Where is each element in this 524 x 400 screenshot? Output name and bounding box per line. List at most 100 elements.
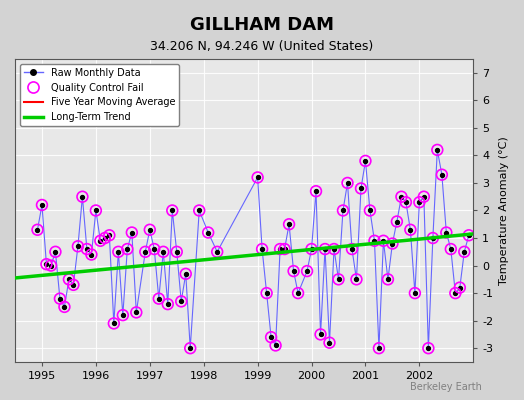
Point xyxy=(343,180,352,186)
Point xyxy=(60,304,69,310)
Point xyxy=(384,276,392,282)
Point xyxy=(420,194,428,200)
Point xyxy=(146,226,154,233)
Point xyxy=(60,304,69,310)
Point xyxy=(271,342,280,349)
Point xyxy=(132,309,140,316)
Point xyxy=(177,298,185,304)
Point xyxy=(276,246,285,252)
Point xyxy=(442,229,451,236)
Point xyxy=(379,238,388,244)
Point xyxy=(141,249,149,255)
Point xyxy=(42,261,51,267)
Point xyxy=(159,249,168,255)
Point xyxy=(397,194,406,200)
Point xyxy=(330,246,338,252)
Point xyxy=(128,229,136,236)
Point xyxy=(415,199,423,206)
Point xyxy=(451,290,460,296)
Point xyxy=(424,345,433,352)
Point xyxy=(397,194,406,200)
Point xyxy=(163,301,172,307)
Point xyxy=(56,296,64,302)
Point xyxy=(429,235,437,241)
Point xyxy=(357,185,365,192)
Point xyxy=(105,232,114,238)
Point xyxy=(74,243,82,250)
Point xyxy=(83,246,91,252)
Point xyxy=(308,246,316,252)
Point xyxy=(285,221,293,228)
Point xyxy=(96,238,105,244)
Point xyxy=(204,229,212,236)
Point xyxy=(195,207,203,214)
Point xyxy=(438,172,446,178)
Point xyxy=(118,312,127,318)
Point xyxy=(47,262,55,269)
Point xyxy=(446,246,455,252)
Point xyxy=(271,342,280,349)
Point xyxy=(429,235,437,241)
Point xyxy=(267,334,275,340)
Point xyxy=(92,207,100,214)
Point xyxy=(303,268,311,274)
Point xyxy=(87,251,95,258)
Point xyxy=(465,232,473,238)
Point xyxy=(352,276,361,282)
Point xyxy=(411,290,419,296)
Point xyxy=(34,226,42,233)
Point xyxy=(406,226,414,233)
Point xyxy=(289,268,298,274)
Point xyxy=(352,276,361,282)
Point xyxy=(361,158,369,164)
Point xyxy=(460,249,468,255)
Point xyxy=(375,345,383,352)
Point xyxy=(361,158,369,164)
Point xyxy=(366,207,374,214)
Point xyxy=(128,229,136,236)
Point xyxy=(172,249,181,255)
Point xyxy=(168,207,177,214)
Point xyxy=(168,207,177,214)
Point xyxy=(74,243,82,250)
Point xyxy=(339,207,347,214)
Point xyxy=(424,345,433,352)
Point xyxy=(110,320,118,327)
Point xyxy=(213,249,221,255)
Point xyxy=(258,246,266,252)
Point xyxy=(343,180,352,186)
Point xyxy=(141,249,149,255)
Point xyxy=(312,188,320,194)
Text: 34.206 N, 94.246 W (United States): 34.206 N, 94.246 W (United States) xyxy=(150,40,374,53)
Point xyxy=(38,202,46,208)
Point xyxy=(348,246,356,252)
Point xyxy=(92,207,100,214)
Point xyxy=(150,246,158,252)
Point xyxy=(186,345,194,352)
Point xyxy=(181,271,190,277)
Point xyxy=(334,276,343,282)
Point xyxy=(285,221,293,228)
Point xyxy=(294,290,302,296)
Point xyxy=(316,331,325,338)
Point xyxy=(83,246,91,252)
Point xyxy=(276,246,285,252)
Point xyxy=(289,268,298,274)
Point xyxy=(316,331,325,338)
Point xyxy=(195,207,203,214)
Point xyxy=(321,246,329,252)
Point xyxy=(375,345,383,352)
Point xyxy=(442,229,451,236)
Point xyxy=(280,246,289,252)
Point xyxy=(114,249,123,255)
Point xyxy=(78,194,86,200)
Point xyxy=(294,290,302,296)
Point xyxy=(420,194,428,200)
Point xyxy=(96,238,105,244)
Point xyxy=(406,226,414,233)
Point xyxy=(451,290,460,296)
Point xyxy=(181,271,190,277)
Point xyxy=(146,226,154,233)
Point xyxy=(370,238,379,244)
Point xyxy=(87,251,95,258)
